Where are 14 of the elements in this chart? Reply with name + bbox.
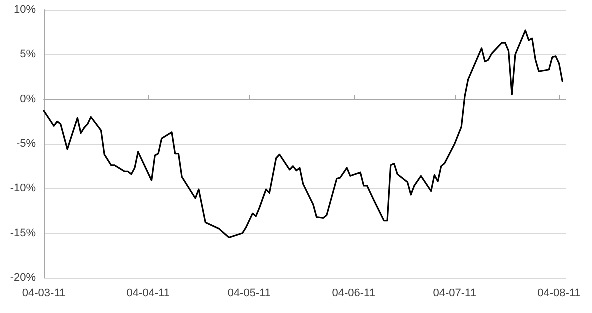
x-tick-label: 04-04-11 xyxy=(126,288,170,300)
x-tick-label: 04-08-11 xyxy=(538,288,581,300)
y-tick-label: -15% xyxy=(10,227,36,240)
y-tick-label: 5% xyxy=(20,48,36,61)
x-tick-label: 04-06-11 xyxy=(332,288,376,300)
y-tick-label: -20% xyxy=(10,272,36,284)
y-tick-label: 0% xyxy=(20,93,36,106)
x-tick-label: 04-03-11 xyxy=(22,288,66,300)
line-series xyxy=(43,30,564,239)
y-tick-label: 10% xyxy=(14,4,36,16)
x-tick-label: 04-07-11 xyxy=(433,288,476,300)
y-tick-label: -10% xyxy=(10,182,36,195)
y-tick-label: -5% xyxy=(16,138,36,150)
x-tick-label: 04-05-11 xyxy=(228,288,272,300)
